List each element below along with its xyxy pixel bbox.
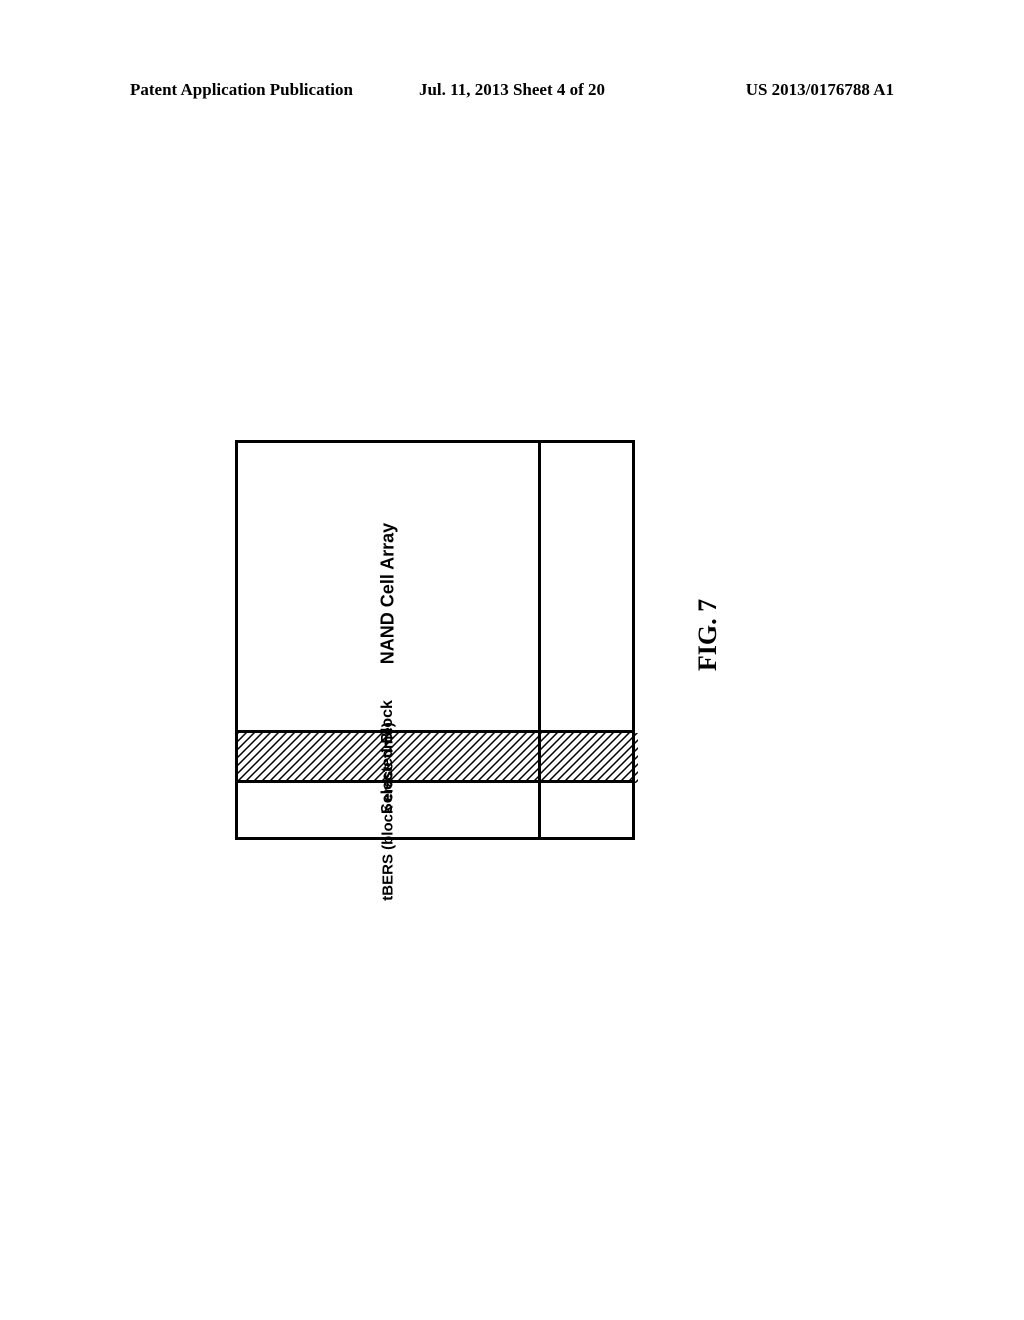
header-left: Patent Application Publication: [130, 80, 353, 100]
header-right: US 2013/0176788 A1: [746, 80, 894, 100]
figure-number-label: FIG. 7: [693, 599, 723, 671]
vertical-divider: [538, 443, 541, 837]
figure-diagram: NAND Cell Array Selected Block tBERS (bl…: [235, 440, 635, 880]
nand-array-label: NAND Cell Array: [378, 504, 399, 684]
hatch-region-right: [541, 733, 638, 783]
header-center: Jul. 11, 2013 Sheet 4 of 20: [419, 80, 605, 100]
upper-row: [238, 443, 632, 733]
middle-row: [238, 733, 632, 783]
bottom-row: [238, 783, 632, 843]
tbers-label: tBERS (block erase time): [380, 717, 397, 907]
diagram-outer-box: NAND Cell Array Selected Block tBERS (bl…: [235, 440, 635, 840]
